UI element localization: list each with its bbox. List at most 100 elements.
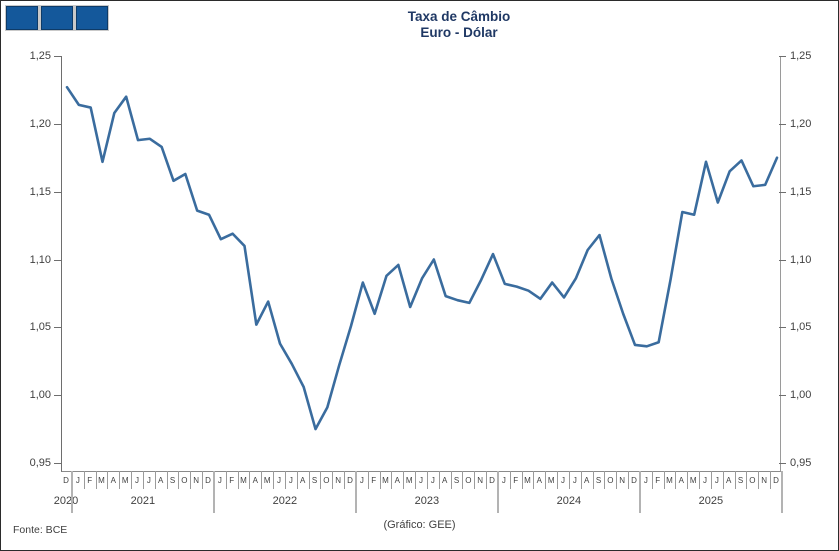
x-axis-month-label: A [110,476,116,485]
x-axis-month-tick [675,471,677,489]
gee-logo [5,5,109,31]
x-axis-month-label: S [737,476,744,485]
x-axis-month-tick [166,471,168,489]
y-axis-tick-right [779,191,786,193]
x-axis-month-tick [367,471,369,489]
y-axis-label-left: 1,20 [29,117,51,130]
x-axis-month-label: A [725,476,732,485]
x-axis-month-tick [308,471,310,489]
x-axis-month-tick [580,471,582,489]
x-axis-month-tick [616,471,618,489]
x-axis-month-tick [142,471,144,489]
x-axis-month-tick [710,471,712,489]
plot-area [61,56,781,472]
x-axis-month-label: M [689,476,697,485]
y-axis-label-left: 1,25 [29,50,51,62]
x-axis-month-label: J [134,476,139,485]
logo-square [6,6,38,30]
x-axis-month-tick [450,471,452,489]
x-axis-month-label: J [702,476,707,485]
y-axis-label-left: 1,10 [29,253,51,266]
x-axis-month-tick [746,471,748,489]
x-axis-month-tick [95,471,97,489]
x-axis-month-label: D [205,476,211,485]
source-label: Fonte: BCE [13,524,68,536]
y-axis-label-right: 1,25 [790,50,812,62]
x-axis-month-tick [568,471,570,489]
x-axis-month-tick [521,471,523,489]
x-axis-month-label: M [382,476,389,485]
x-axis-month-label: F [87,476,93,485]
y-axis-label-left: 1,00 [29,389,51,402]
x-axis-month-tick [403,471,405,489]
x-axis-month-tick [462,471,464,489]
year-separator [638,471,641,513]
x-axis-month-label: D [773,476,779,485]
x-axis-month-label: A [252,476,258,485]
y-axis-label-left: 1,15 [29,185,51,198]
exchange-rate-line [65,85,779,431]
x-axis-month-label: O [181,476,188,485]
y-axis-label-right: 1,15 [790,185,812,198]
y-axis-tick-right [779,463,786,464]
x-axis-month-tick [225,471,227,489]
x-axis-month-tick [202,471,204,489]
x-axis-month-label: A [536,476,542,485]
x-axis-month-label: S [453,476,460,485]
x-axis-month-tick [557,471,559,489]
y-axis-tick-left [54,395,61,397]
y-axis-label-right: 1,10 [790,253,812,266]
x-axis-year-label: 2021 [130,495,156,507]
x-axis-month-tick [83,471,85,489]
y-axis-tick-right [779,259,786,261]
x-axis-month-tick [438,471,440,489]
x-axis-month-label: A [394,476,400,485]
x-axis-year-label: 2020 [53,495,79,507]
x-axis-month-tick [296,471,298,489]
x-axis-month-label: M [240,476,247,485]
x-axis-month-label: F [655,476,661,485]
x-axis-month-tick [545,471,547,489]
x-axis-month-tick [131,471,133,489]
x-axis-month-tick [415,471,417,489]
y-axis-tick-left [54,259,61,261]
y-axis-tick-right [779,56,786,57]
x-axis-month-tick [190,471,192,489]
x-axis-month-tick [758,471,760,489]
x-axis-month-label: A [678,476,684,485]
x-axis-month-tick [344,471,346,489]
x-axis-month-label: M [263,476,271,485]
year-separator [354,471,357,513]
x-axis-month-label: A [441,476,448,485]
x-axis-month-label: A [299,476,306,485]
x-axis-month-label: N [761,476,768,485]
x-axis-month-label: D [347,476,353,485]
x-axis-month-tick [332,471,334,489]
y-axis-label-right: 1,05 [790,321,812,334]
x-axis-year-label: 2024 [556,495,582,507]
y-axis-tick-left [54,327,61,329]
x-axis-month-tick [261,471,263,489]
credit-label: (Gráfico: GEE) [383,519,456,531]
x-axis-month-label: J [418,476,423,485]
year-separator [212,471,215,513]
x-axis-month-tick [722,471,724,489]
x-axis-month-label: M [98,476,105,485]
x-axis-month-tick [486,471,488,489]
x-axis-month-tick [426,471,428,489]
year-separator [496,471,499,513]
x-axis-month-label: J [75,476,80,485]
x-axis-month-label: J [572,476,577,485]
x-axis-month-tick [770,471,772,489]
x-axis-month-tick [178,471,180,489]
x-axis-year-label: 2025 [698,495,724,507]
x-axis-month-tick [391,471,393,489]
x-axis-month-label: S [595,476,602,485]
x-axis-month-tick [474,471,476,489]
x-axis-month-tick [273,471,275,489]
x-axis-month-tick [154,471,156,489]
y-axis-label-right: 1,20 [790,117,812,130]
x-axis-month-tick [119,471,121,489]
x-axis-month-label: M [666,476,673,485]
